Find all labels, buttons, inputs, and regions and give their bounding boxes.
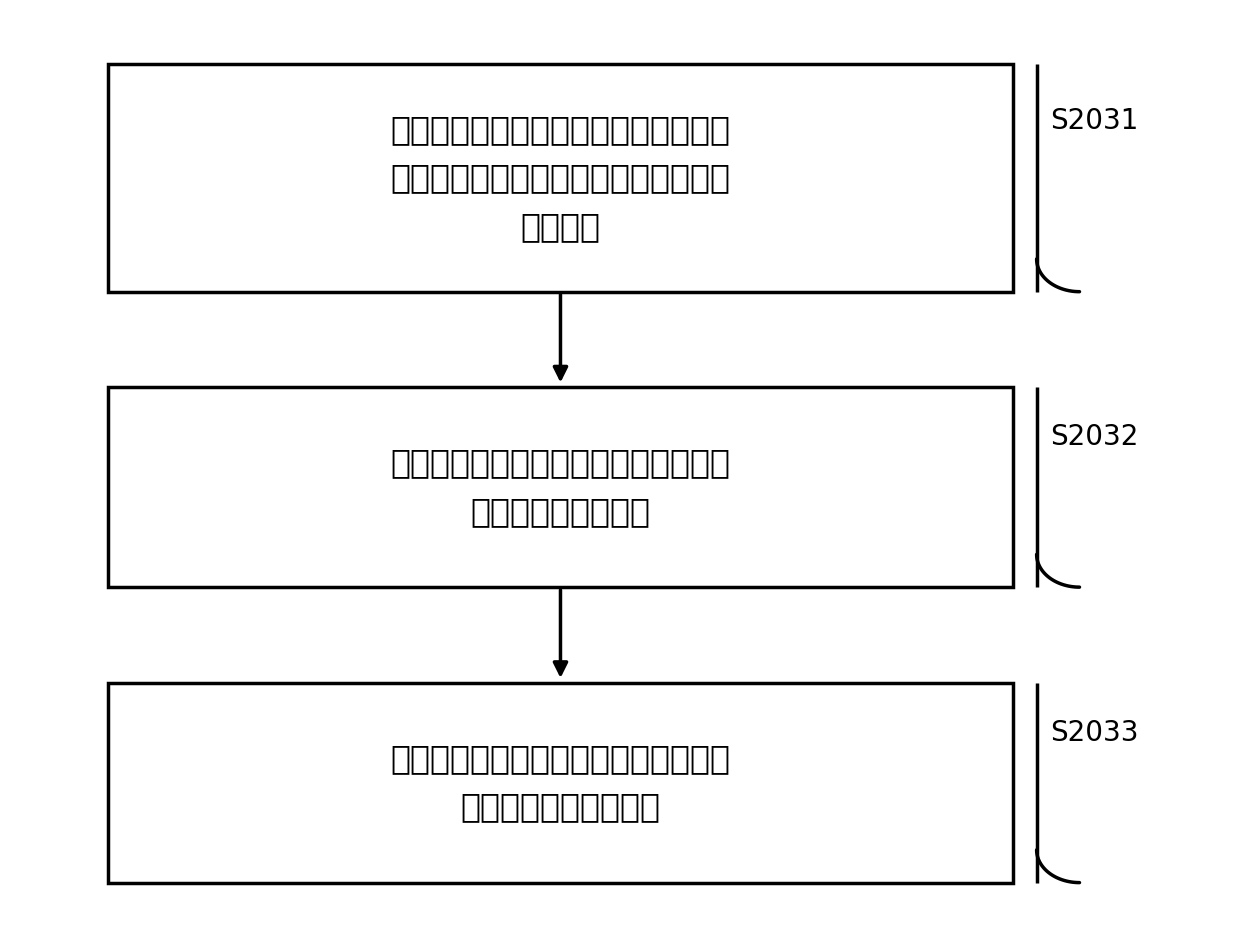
Text: S2033: S2033: [1050, 719, 1138, 746]
FancyBboxPatch shape: [108, 64, 1013, 292]
FancyBboxPatch shape: [108, 683, 1013, 883]
Text: 将所述各车辆工况及各车辆电耗值对应
存储，形成所述电耗表: 将所述各车辆工况及各车辆电耗值对应 存储，形成所述电耗表: [391, 742, 730, 823]
Text: S2032: S2032: [1050, 423, 1138, 451]
Text: 获取预设温度下车辆的各加速度及各加
速度对应的各速度并对应存储，形成各
车辆工况: 获取预设温度下车辆的各加速度及各加 速度对应的各速度并对应存储，形成各 车辆工况: [391, 113, 730, 243]
Text: S2031: S2031: [1050, 107, 1138, 135]
FancyBboxPatch shape: [108, 387, 1013, 587]
Text: 确定所述各车辆工况在预设定仿真环境
下对应的车辆电耗值: 确定所述各车辆工况在预设定仿真环境 下对应的车辆电耗值: [391, 446, 730, 527]
